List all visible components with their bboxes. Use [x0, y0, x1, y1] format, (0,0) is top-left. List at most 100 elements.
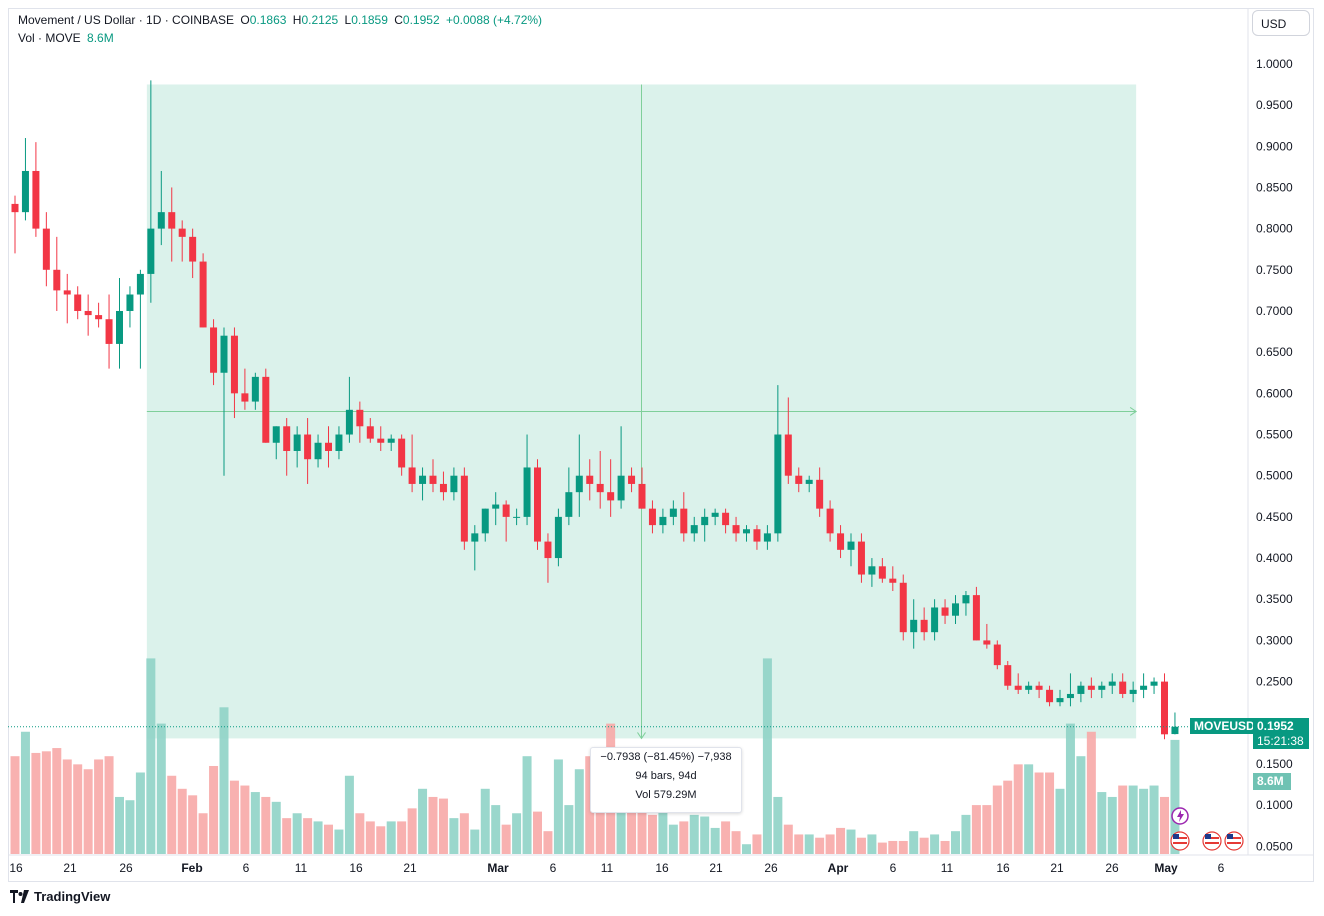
candle-down[interactable]: [408, 467, 416, 484]
candle-down[interactable]: [816, 479, 824, 509]
candle-up[interactable]: [157, 212, 165, 229]
candle-up[interactable]: [1171, 726, 1179, 735]
candle-down[interactable]: [889, 578, 897, 583]
candle-down[interactable]: [502, 504, 510, 517]
candle-up[interactable]: [575, 475, 583, 493]
candle-up[interactable]: [523, 467, 531, 517]
candle-up[interactable]: [387, 438, 395, 443]
candle-down[interactable]: [920, 619, 928, 633]
candle-up[interactable]: [910, 619, 918, 633]
candle-up[interactable]: [659, 516, 667, 526]
candle-down[interactable]: [837, 533, 845, 550]
candle-down[interactable]: [11, 203, 19, 213]
candle-down[interactable]: [1161, 681, 1168, 735]
candle-up[interactable]: [126, 294, 134, 311]
candle-down[interactable]: [784, 434, 792, 476]
candle-up[interactable]: [774, 434, 782, 534]
candle-up[interactable]: [450, 475, 458, 493]
candle-down[interactable]: [941, 607, 949, 616]
candle-down[interactable]: [878, 566, 886, 579]
candle-up[interactable]: [21, 170, 29, 213]
candle-down[interactable]: [262, 376, 270, 443]
candle-up[interactable]: [931, 607, 939, 633]
candle-down[interactable]: [1004, 665, 1012, 686]
candle-up[interactable]: [847, 541, 855, 550]
candle-up[interactable]: [314, 442, 322, 460]
candle-up[interactable]: [1098, 685, 1106, 690]
candle-up[interactable]: [481, 508, 489, 534]
candle-down[interactable]: [586, 475, 594, 484]
candle-up[interactable]: [952, 603, 959, 616]
candle-down[interactable]: [356, 409, 364, 427]
candle-up[interactable]: [492, 504, 500, 509]
candle-down[interactable]: [1035, 685, 1043, 690]
candle-up[interactable]: [147, 228, 155, 274]
candle-down[interactable]: [638, 483, 646, 509]
candle-up[interactable]: [1129, 689, 1137, 694]
candle-up[interactable]: [565, 492, 573, 517]
candle-up[interactable]: [272, 426, 280, 443]
candle-up[interactable]: [471, 533, 479, 542]
candle-up[interactable]: [617, 475, 625, 501]
candle-up[interactable]: [1056, 698, 1064, 703]
candle-up[interactable]: [293, 434, 301, 451]
candle-up[interactable]: [251, 376, 259, 402]
candle-up[interactable]: [711, 512, 719, 517]
candle-down[interactable]: [241, 393, 249, 402]
candle-up[interactable]: [136, 273, 144, 295]
candle-down[interactable]: [983, 640, 991, 645]
candle-up[interactable]: [701, 516, 709, 526]
candle-down[interactable]: [63, 290, 71, 295]
candle-up[interactable]: [669, 508, 677, 517]
candle-up[interactable]: [743, 529, 750, 534]
candle-down[interactable]: [32, 170, 40, 229]
candle-down[interactable]: [84, 310, 92, 316]
candle-up[interactable]: [419, 475, 427, 484]
candle-down[interactable]: [210, 327, 218, 373]
candle-down[interactable]: [1014, 685, 1022, 690]
candle-up[interactable]: [220, 335, 228, 373]
candle-down[interactable]: [753, 529, 761, 542]
candle-down[interactable]: [1119, 681, 1127, 694]
candle-down[interactable]: [607, 492, 615, 501]
candle-up[interactable]: [1077, 685, 1085, 694]
candle-down[interactable]: [53, 269, 61, 291]
candle-down[interactable]: [439, 483, 447, 493]
candle-up[interactable]: [1108, 681, 1116, 686]
candle-up[interactable]: [116, 310, 123, 344]
candle-down[interactable]: [899, 582, 907, 633]
currency-button[interactable]: USD: [1252, 10, 1310, 36]
candle-down[interactable]: [366, 426, 374, 439]
candle-down[interactable]: [544, 541, 552, 559]
candle-up[interactable]: [345, 409, 353, 435]
candle-up[interactable]: [1150, 681, 1158, 686]
candle-down[interactable]: [42, 228, 50, 270]
candle-down[interactable]: [199, 261, 207, 328]
candle-down[interactable]: [722, 512, 730, 526]
candle-down[interactable]: [857, 541, 865, 575]
candle-up[interactable]: [335, 434, 343, 451]
candle-down[interactable]: [283, 426, 291, 451]
candle-down[interactable]: [230, 335, 238, 394]
candle-down[interactable]: [95, 315, 103, 320]
candle-down[interactable]: [826, 508, 834, 534]
candle-up[interactable]: [1025, 685, 1033, 690]
candle-down[interactable]: [460, 475, 468, 542]
candle-up[interactable]: [1066, 693, 1074, 699]
candle-down[interactable]: [972, 595, 980, 641]
candle-down[interactable]: [304, 434, 312, 460]
candle-down[interactable]: [74, 294, 82, 311]
candle-down[interactable]: [680, 508, 688, 534]
candle-down[interactable]: [795, 475, 803, 484]
candle-up[interactable]: [513, 516, 521, 518]
candle-down[interactable]: [993, 644, 1001, 666]
candle-down[interactable]: [732, 525, 740, 534]
candle-down[interactable]: [168, 212, 176, 229]
candle-down[interactable]: [178, 228, 186, 237]
candle-down[interactable]: [189, 236, 197, 262]
candle-down[interactable]: [105, 319, 113, 344]
candle-down[interactable]: [1046, 689, 1054, 703]
candle-down[interactable]: [398, 438, 406, 468]
candle-down[interactable]: [596, 483, 604, 493]
